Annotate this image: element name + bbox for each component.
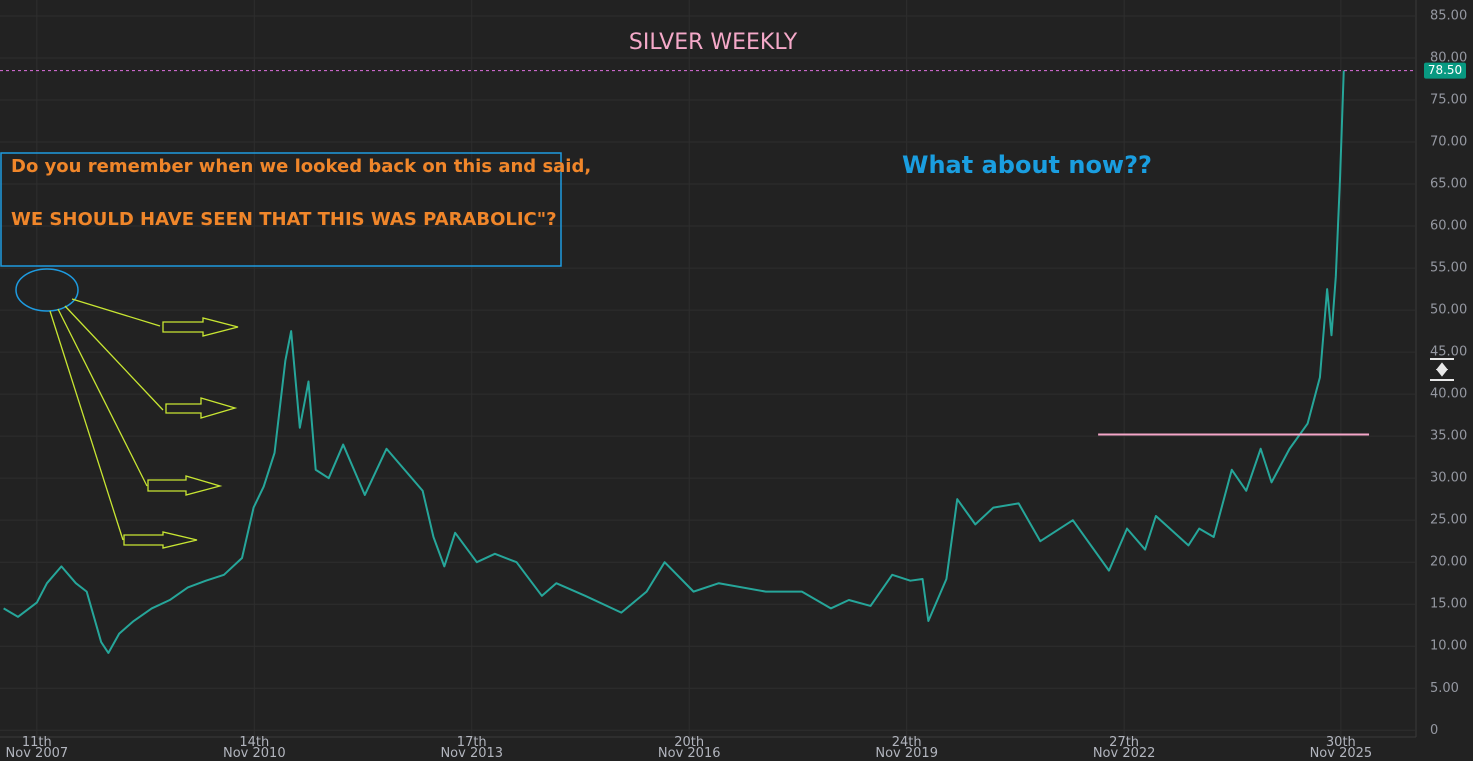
- y-tick-label: 40.00: [1430, 387, 1467, 402]
- y-tick-label: 65.00: [1430, 177, 1467, 192]
- y-tick-label: 10.00: [1430, 639, 1467, 654]
- x-tick-label: 11th Nov 2007: [5, 735, 69, 761]
- last-price-label: 78.50: [1428, 63, 1462, 77]
- ellipse: [15, 268, 79, 312]
- y-tick-label: 70.00: [1430, 135, 1467, 150]
- y-tick-label: 50.00: [1430, 303, 1467, 318]
- arrows: [49, 298, 239, 549]
- scale-icon: [1430, 358, 1454, 381]
- chart-title: SILVER WEEKLY: [629, 30, 798, 55]
- y-tick-label: 35.00: [1430, 429, 1467, 444]
- last-price-tag: [1424, 62, 1466, 79]
- y-tick-label: 30.00: [1430, 471, 1467, 486]
- y-tick-label: 15.00: [1430, 597, 1467, 612]
- y-tick-label: 25.00: [1430, 513, 1467, 528]
- grid: [0, 0, 1416, 737]
- x-tick-label: 30th Nov 2025: [1309, 735, 1373, 761]
- x-tick-label: 17th Nov 2013: [440, 735, 504, 761]
- y-tick-label: 0: [1430, 723, 1438, 738]
- x-tick-label: 27th Nov 2022: [1092, 735, 1156, 761]
- y-tick-label: 60.00: [1430, 219, 1467, 234]
- y-tick-label: 5.00: [1430, 681, 1459, 696]
- y-tick-label: 75.00: [1430, 93, 1467, 108]
- x-tick-label: 20th Nov 2016: [657, 735, 721, 761]
- note: What about now??: [902, 151, 1152, 179]
- box-text: WE SHOULD HAVE SEEN THAT THIS WAS PARABO…: [11, 209, 557, 230]
- y-tick-label: 85.00: [1430, 8, 1467, 23]
- x-tick-label: 24th Nov 2019: [875, 735, 938, 761]
- box-text: Do you remember when we looked back on t…: [11, 156, 591, 177]
- price-line: [3, 70, 1345, 654]
- y-tick-label: 80.00: [1430, 50, 1467, 65]
- y-tick-label: 55.00: [1430, 261, 1467, 276]
- x-tick-label: 14th Nov 2010: [223, 735, 286, 761]
- plot: [0, 70, 1416, 654]
- text-box: [0, 152, 562, 267]
- y-tick-label: 20.00: [1430, 555, 1467, 570]
- y-tick-label: 45.00: [1430, 345, 1467, 360]
